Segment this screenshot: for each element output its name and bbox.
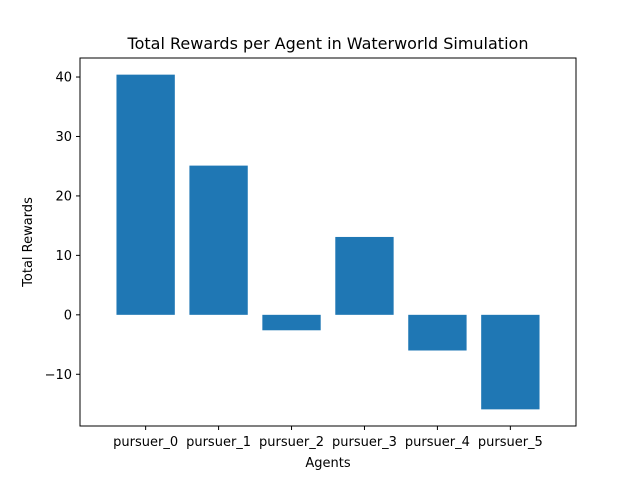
y-tick-label: 40 <box>55 71 72 86</box>
x-tick-label: pursuer_0 <box>113 435 178 450</box>
chart-title: Total Rewards per Agent in Waterworld Si… <box>127 34 529 53</box>
x-tick-label: pursuer_4 <box>405 435 470 450</box>
bar-pursuer_3 <box>335 236 394 315</box>
bar-pursuer_1 <box>189 165 248 315</box>
x-tick-label: pursuer_1 <box>186 435 251 450</box>
bar-pursuer_2 <box>262 314 321 331</box>
bar-pursuer_0 <box>116 74 175 315</box>
y-tick-label: 30 <box>55 130 72 145</box>
x-axis: pursuer_0 pursuer_1 pursuer_2 pursuer_3 purs… <box>113 426 543 450</box>
y-axis: −10 0 10 20 30 40 <box>45 71 80 383</box>
x-tick-label: pursuer_2 <box>259 435 324 450</box>
bar-pursuer_4 <box>408 314 467 351</box>
y-tick-label: 20 <box>55 189 72 204</box>
plot-frame <box>79 57 577 427</box>
y-tick-label: 0 <box>64 308 72 323</box>
x-tick-label: pursuer_3 <box>332 435 397 450</box>
x-tick-label: pursuer_5 <box>478 435 543 450</box>
bar-pursuer_5 <box>481 314 540 410</box>
y-tick-label: 10 <box>55 249 72 264</box>
bars-group <box>116 74 540 410</box>
y-axis-label: Total Rewards <box>21 197 36 288</box>
y-tick-label: −10 <box>45 368 72 383</box>
x-axis-label: Agents <box>305 456 350 471</box>
